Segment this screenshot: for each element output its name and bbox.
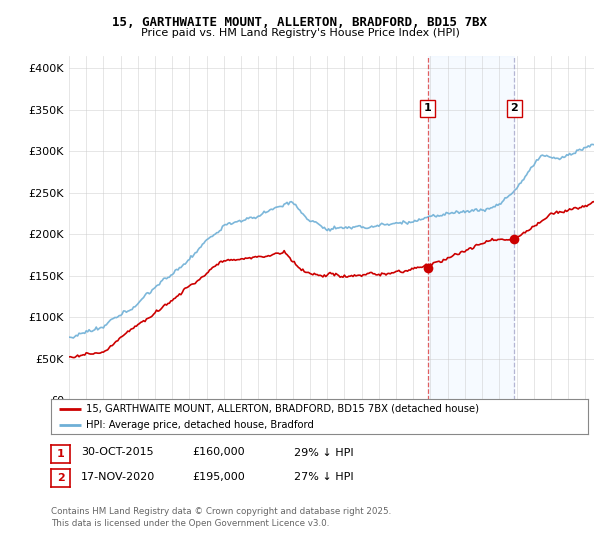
Text: £195,000: £195,000 xyxy=(192,472,245,482)
Text: 27% ↓ HPI: 27% ↓ HPI xyxy=(294,472,353,482)
Text: Price paid vs. HM Land Registry's House Price Index (HPI): Price paid vs. HM Land Registry's House … xyxy=(140,28,460,38)
Bar xyxy=(428,56,514,400)
Text: 17-NOV-2020: 17-NOV-2020 xyxy=(81,472,155,482)
Text: 2: 2 xyxy=(57,473,64,483)
Text: 15, GARTHWAITE MOUNT, ALLERTON, BRADFORD, BD15 7BX (detached house): 15, GARTHWAITE MOUNT, ALLERTON, BRADFORD… xyxy=(86,404,479,414)
Text: 29% ↓ HPI: 29% ↓ HPI xyxy=(294,447,353,458)
Text: 30-OCT-2015: 30-OCT-2015 xyxy=(81,447,154,458)
Text: 1: 1 xyxy=(424,103,431,113)
Text: 15, GARTHWAITE MOUNT, ALLERTON, BRADFORD, BD15 7BX: 15, GARTHWAITE MOUNT, ALLERTON, BRADFORD… xyxy=(113,16,487,29)
Text: Contains HM Land Registry data © Crown copyright and database right 2025.
This d: Contains HM Land Registry data © Crown c… xyxy=(51,507,391,528)
Text: £160,000: £160,000 xyxy=(192,447,245,458)
Text: 2: 2 xyxy=(511,103,518,113)
Text: 1: 1 xyxy=(57,449,64,459)
Text: HPI: Average price, detached house, Bradford: HPI: Average price, detached house, Brad… xyxy=(86,419,314,430)
